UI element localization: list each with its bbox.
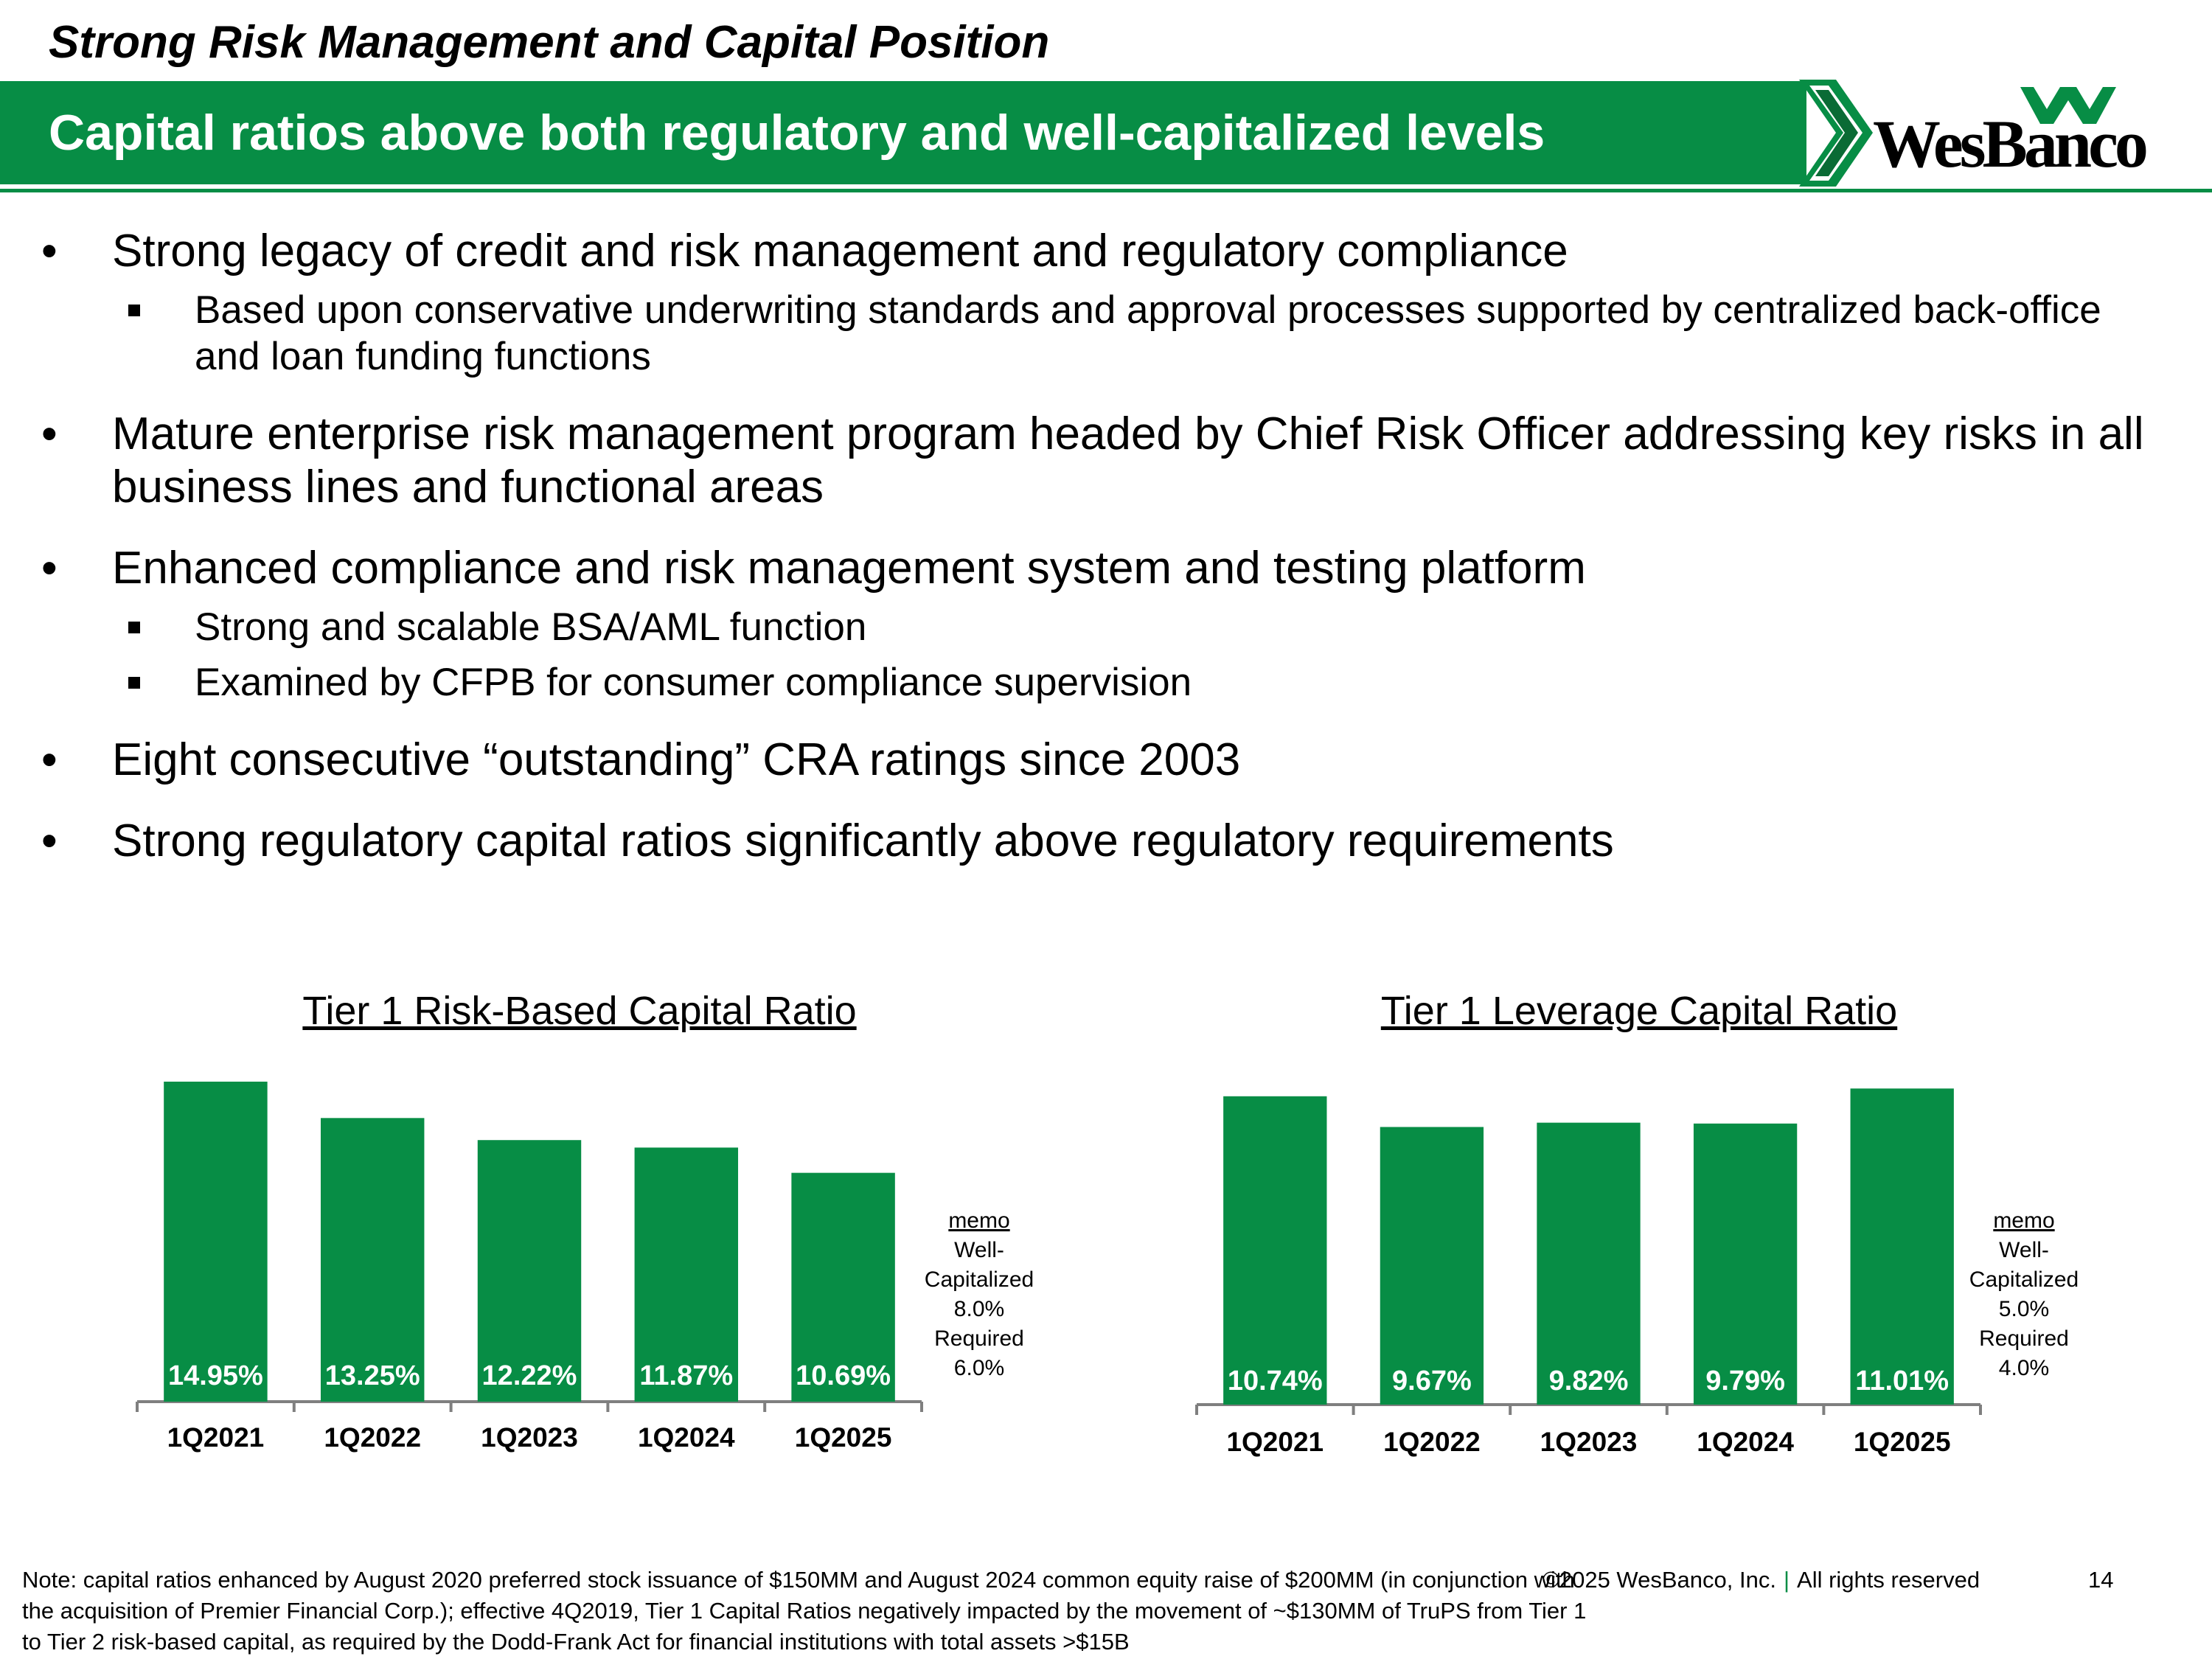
bullet-dot-icon: • (41, 408, 58, 459)
memo-risk-based: memo Well- Capitalized 8.0% Required 6.0… (898, 1206, 1060, 1383)
category-label: 1Q2023 (481, 1422, 578, 1453)
bullet-dot-icon: • (41, 543, 58, 594)
data-label: 9.67% (1392, 1366, 1472, 1397)
rights-text: All rights reserved (1797, 1567, 1980, 1593)
memo-title: memo (948, 1208, 1010, 1233)
memo-line: Capitalized (1969, 1267, 2079, 1292)
bullet-text: Eight consecutive “outstanding” CRA rati… (112, 734, 1241, 785)
bullet-dot-icon: • (41, 815, 58, 866)
chart-title-risk-based: Tier 1 Risk-Based Capital Ratio (302, 989, 857, 1033)
category-label: 1Q2021 (1226, 1427, 1324, 1457)
memo-line: Capitalized (924, 1267, 1034, 1292)
bullet-text: Mature enterprise risk management progra… (112, 408, 2144, 512)
title-banner: Capital ratios above both regulatory and… (0, 81, 1806, 184)
sub-bullet-item: Strong and scalable BSA/AML function (41, 604, 2150, 650)
square-bullet-icon (128, 622, 140, 633)
page-number: 14 (2088, 1567, 2114, 1593)
sub-bullet-text: Based upon conservative underwriting sta… (195, 288, 2101, 378)
data-label: 10.74% (1228, 1366, 1323, 1397)
chart-title-leverage: Tier 1 Leverage Capital Ratio (1380, 989, 1898, 1033)
category-label: 1Q2024 (1697, 1427, 1794, 1457)
bullet-item: • Strong regulatory capital ratios signi… (41, 815, 2150, 868)
bar-1Q2025 (791, 1172, 895, 1402)
bar-1Q2021 (164, 1081, 268, 1402)
bar-1Q2023 (477, 1140, 582, 1402)
bar-1Q2025 (1850, 1088, 1954, 1405)
memo-line: 4.0% (1998, 1356, 2050, 1380)
memo-line: Well- (1999, 1238, 2049, 1262)
copyright: ©2025 WesBanco, Inc. | All rights reserved (1543, 1567, 1980, 1593)
bullet-item: • Enhanced compliance and risk managemen… (41, 542, 2150, 706)
bullet-item: • Strong legacy of credit and risk manag… (41, 225, 2150, 380)
data-label: 9.82% (1549, 1366, 1629, 1397)
memo-line: Well- (954, 1238, 1004, 1262)
bullet-text: Enhanced compliance and risk management … (112, 543, 1586, 594)
logo-wordmark: WesBanco (1873, 106, 2149, 181)
category-label: 1Q2024 (638, 1422, 735, 1453)
sub-bullet-item: Examined by CFPB for consumer compliance… (41, 659, 2150, 706)
chevron-right-icon (1799, 80, 1873, 187)
sub-bullet-text: Examined by CFPB for consumer compliance… (195, 661, 1192, 704)
data-label: 10.69% (796, 1360, 891, 1391)
bullet-text: Strong regulatory capital ratios signifi… (112, 815, 1614, 866)
bar-1Q2022 (320, 1118, 425, 1402)
category-label: 1Q2023 (1540, 1427, 1638, 1457)
bar-1Q2024 (634, 1147, 739, 1402)
memo-leverage: memo Well- Capitalized 5.0% Required 4.0… (1943, 1206, 2105, 1383)
header-rule (0, 189, 2212, 192)
sub-bullet-text: Strong and scalable BSA/AML function (195, 605, 867, 649)
square-bullet-icon (128, 677, 140, 689)
wesbanco-logo: WesBanco (1873, 87, 2149, 183)
category-label: 1Q2022 (1383, 1427, 1481, 1457)
data-label: 9.79% (1705, 1366, 1785, 1397)
data-label: 11.87% (639, 1360, 733, 1391)
category-label: 1Q2022 (324, 1422, 421, 1453)
bar-1Q2023 (1537, 1122, 1641, 1405)
footer-separator: | (1783, 1567, 1790, 1593)
sub-bullet-item: Based upon conservative underwriting sta… (41, 287, 2150, 380)
bullet-item: • Mature enterprise risk management prog… (41, 408, 2150, 514)
memo-line: 8.0% (953, 1297, 1005, 1321)
bar-1Q2022 (1380, 1127, 1484, 1405)
bullet-dot-icon: • (41, 226, 58, 276)
bullet-list: • Strong legacy of credit and risk manag… (41, 225, 2150, 896)
data-label: 14.95% (168, 1360, 263, 1391)
logo-w-icon (2020, 87, 2116, 124)
slide-title: Capital ratios above both regulatory and… (49, 105, 1545, 161)
memo-line: Required (1979, 1326, 2069, 1351)
category-label: 1Q2025 (795, 1422, 892, 1453)
bullet-item: • Eight consecutive “outstanding” CRA ra… (41, 734, 2150, 787)
category-label: 1Q2025 (1854, 1427, 1951, 1457)
footnote: Note: capital ratios enhanced by August … (22, 1567, 1587, 1655)
square-bullet-icon (128, 305, 140, 316)
copyright-text: ©2025 WesBanco, Inc. (1543, 1567, 1776, 1593)
memo-line: 6.0% (953, 1356, 1005, 1380)
data-label: 12.22% (482, 1360, 577, 1391)
memo-line: 5.0% (1998, 1297, 2050, 1321)
bar-1Q2024 (1693, 1123, 1798, 1405)
category-label: 1Q2021 (167, 1422, 265, 1453)
bullet-text: Strong legacy of credit and risk managem… (112, 226, 1568, 276)
data-label: 11.01% (1855, 1366, 1949, 1397)
memo-line: Required (934, 1326, 1024, 1351)
memo-title: memo (1993, 1208, 2055, 1233)
data-label: 13.25% (325, 1360, 420, 1391)
bar-1Q2021 (1223, 1096, 1327, 1405)
bullet-dot-icon: • (41, 734, 58, 785)
section-title: Strong Risk Management and Capital Posit… (49, 17, 1050, 68)
